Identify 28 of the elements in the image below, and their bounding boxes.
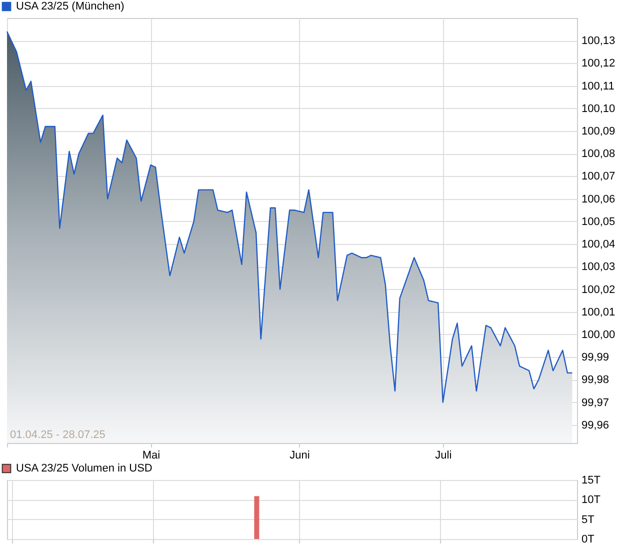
y-tick-label: 100,09 — [582, 126, 616, 138]
y-tick-label: 100,05 — [582, 216, 616, 228]
y-tick-label: 100,10 — [582, 102, 616, 115]
y-tick-label: 100,03 — [582, 261, 616, 274]
x-tick-label: Mai — [142, 450, 160, 462]
y-tick-label: 100,11 — [582, 80, 614, 92]
y-tick-label: 100,13 — [582, 35, 616, 48]
x-tick-label: Juni — [290, 450, 310, 462]
legend-label: USA 23/25 (München) — [16, 0, 124, 12]
y-tick-label: 100,06 — [582, 193, 616, 206]
y-tick-label: 99,99 — [582, 352, 610, 364]
y-tick-label: 99,98 — [582, 374, 610, 386]
x-tick-label: Juli — [435, 450, 452, 462]
y-tick-label: 100,01 — [582, 306, 616, 318]
y-tick-label: 99,96 — [582, 419, 610, 432]
y-tick-label: 15T — [582, 474, 601, 486]
y-tick-label: 100,00 — [582, 328, 616, 341]
annotation: 01.04.25 - 28.07.25 — [10, 429, 106, 441]
y-tick-label: 100,07 — [582, 170, 616, 183]
y-tick-label: 100,04 — [582, 238, 616, 251]
y-tick-label: 0T — [582, 534, 595, 546]
legend-label: USA 23/25 Volumen in USD — [16, 462, 152, 474]
y-tick-label: 10T — [582, 494, 601, 506]
y-tick-label: 5T — [582, 514, 595, 526]
y-tick-label: 100,08 — [582, 148, 616, 160]
y-tick-label: 99,97 — [582, 396, 610, 409]
y-tick-label: 100,02 — [582, 284, 616, 296]
y-tick-label: 100,12 — [582, 58, 616, 70]
